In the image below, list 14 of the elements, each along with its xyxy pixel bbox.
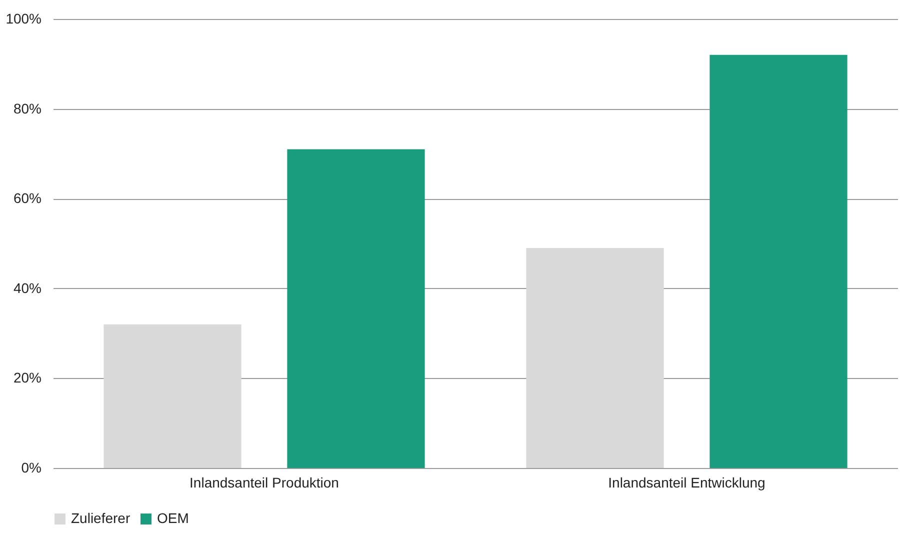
y-tick-label: 20% — [13, 370, 42, 386]
x-tick-label: Inlandsanteil Entwicklung — [608, 474, 766, 490]
y-tick-label: 100% — [6, 10, 42, 26]
legend-label: Zulieferer — [71, 510, 130, 526]
bar — [710, 54, 848, 468]
bar — [287, 149, 425, 468]
bar — [104, 324, 242, 468]
bar — [526, 248, 664, 468]
x-tick-label: Inlandsanteil Produktion — [190, 474, 339, 490]
legend-label: OEM — [157, 510, 189, 526]
y-tick-label: 60% — [13, 190, 42, 206]
y-tick-label: 80% — [13, 100, 42, 116]
y-tick-label: 40% — [13, 280, 42, 296]
y-tick-label: 0% — [21, 460, 42, 476]
